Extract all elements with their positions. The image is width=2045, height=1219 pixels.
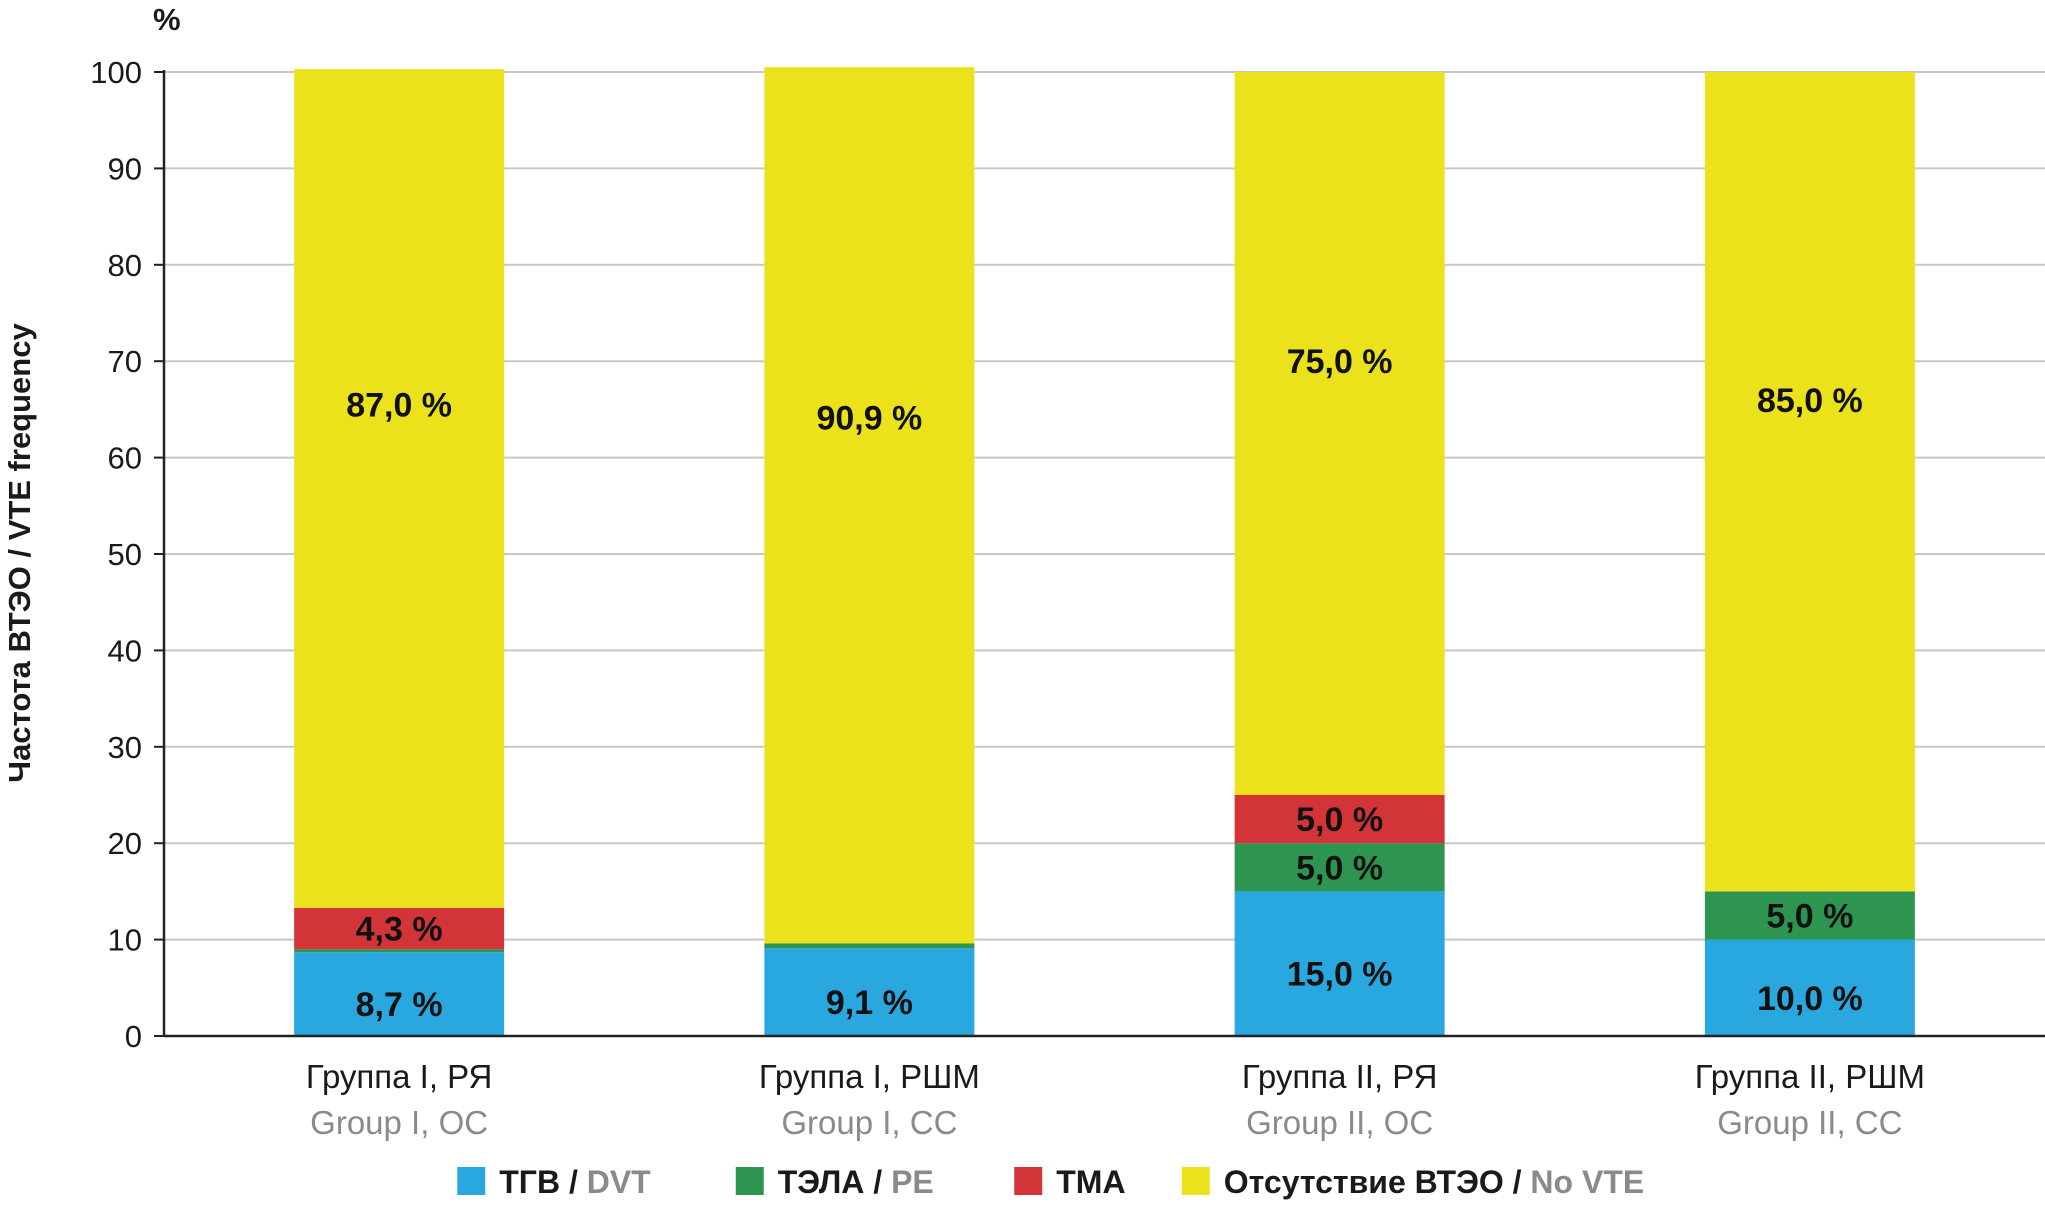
bar-segment-novte	[1704, 72, 1915, 892]
y-tick-label: 40	[108, 633, 142, 668]
data-label: 10,0 %	[1757, 980, 1863, 1018]
legend-swatch-pe	[735, 1167, 764, 1195]
y-tick-label: 50	[108, 537, 142, 572]
bar-segment-novte	[764, 67, 975, 944]
legend-label-en: No VTE	[1530, 1164, 1644, 1200]
legend-separator: /	[1504, 1164, 1531, 1200]
data-label: 5,0 %	[1296, 849, 1383, 887]
data-label: 5,0 %	[1766, 898, 1853, 936]
y-tick-label: 70	[108, 344, 142, 379]
data-label: 9,1 %	[826, 984, 913, 1022]
legend-separator: /	[560, 1164, 587, 1200]
legend-item-tma: ТМА	[1056, 1164, 1125, 1200]
data-label: 4,3 %	[356, 911, 443, 949]
category-label: Группа II, РШМ	[1695, 1058, 1925, 1095]
bar-segment-dvt	[294, 952, 505, 1036]
legend-label-en: DVT	[587, 1164, 651, 1200]
legend-label-ru: Отсутствие ВТЭО	[1224, 1164, 1504, 1200]
y-axis-title-en: VTE frequency	[2, 323, 37, 541]
category-label-en: Group II, CC	[1717, 1104, 1902, 1141]
y-tick-label: 60	[108, 441, 142, 476]
category-label: Группа I, РШМ	[759, 1058, 980, 1095]
data-label: 87,0 %	[346, 387, 452, 425]
bar-segment-novte	[1234, 72, 1445, 795]
data-label: 5,0 %	[1296, 801, 1383, 839]
legend-label-ru: ТЭЛА	[778, 1164, 865, 1200]
data-label: 85,0 %	[1757, 382, 1863, 420]
data-label: 90,9 %	[816, 400, 922, 438]
bar-segment-novte	[294, 69, 505, 908]
legend-label-en: PE	[891, 1164, 934, 1200]
bar-segment-pe	[1234, 843, 1445, 892]
y-tick-label: 80	[108, 248, 142, 283]
legend-separator: /	[864, 1164, 891, 1200]
y-tick-label: 90	[108, 151, 142, 186]
category-label: Группа I, РЯ	[306, 1058, 492, 1095]
bar-segment-pe	[764, 943, 975, 949]
bar-segment-tma	[294, 907, 505, 950]
unit-label: %	[153, 2, 181, 37]
bar-segment-dvt	[764, 948, 975, 1036]
legend-label-ru: ТМА	[1056, 1164, 1125, 1200]
legend-item-pe: ТЭЛА / PE	[778, 1164, 934, 1200]
y-tick-label: 10	[108, 923, 142, 958]
category-label-en: Group I, OC	[310, 1104, 488, 1141]
y-tick-label: 30	[108, 730, 142, 765]
bars	[294, 67, 1915, 1036]
bar-segment-tma	[1234, 795, 1445, 844]
y-axis-title: Частота ВТЭО / VTE frequency	[2, 323, 37, 783]
bar-segment-pe	[1704, 891, 1915, 940]
legend: ТГВ / DVT ТЭЛА / PE ТМА Отсутствие ВТЭО / N…	[457, 1164, 1644, 1200]
data-label: 15,0 %	[1287, 956, 1393, 994]
category-label-en: Group I, CC	[781, 1104, 957, 1141]
bar-segment-dvt	[1704, 939, 1915, 1036]
data-label: 75,0 %	[1287, 343, 1393, 381]
bar-segment-dvt	[1234, 891, 1445, 1036]
legend-swatch-dvt	[457, 1167, 486, 1195]
category-label-en: Group II, OC	[1246, 1104, 1433, 1141]
legend-item-dvt: ТГВ / DVT	[499, 1164, 651, 1200]
axes: 0 10 20 30 40 50 60 70 80 90 100 Группа I, РЯ Group …	[2, 2, 2045, 1141]
legend-label-ru: ТГВ	[499, 1164, 560, 1200]
legend-swatch-tma	[1014, 1167, 1043, 1195]
legend-swatch-novte	[1181, 1167, 1210, 1195]
bar-segment-pe	[294, 949, 505, 953]
data-label: 8,7 %	[356, 986, 443, 1024]
y-tick-label: 20	[108, 826, 142, 861]
legend-item-novte: Отсутствие ВТЭО / No VTE	[1224, 1164, 1644, 1200]
data-labels: 8,7 % 4,3 % 87,0 % 9,1 % 90,9 % 15,0 % 5,0 % 5,…	[346, 343, 1863, 1024]
y-tick-label: 0	[125, 1019, 142, 1054]
y-tick-label: 100	[90, 55, 142, 90]
y-axis-title-ru: Частота ВТЭО	[2, 566, 37, 783]
y-axis-title-sep: /	[2, 540, 37, 566]
category-label: Группа II, РЯ	[1242, 1058, 1438, 1095]
